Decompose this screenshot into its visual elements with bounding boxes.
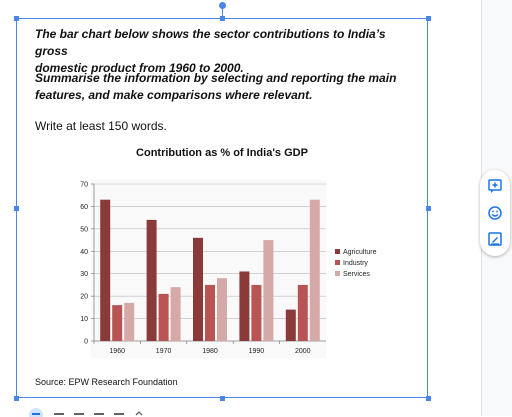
x-tick-label: 1990	[249, 348, 265, 355]
rotate-handle-stem	[222, 7, 223, 18]
task-line-1: The bar chart below shows the sector con…	[35, 27, 386, 58]
bar-industry-2000	[297, 284, 308, 341]
bar-services-1970	[170, 287, 181, 341]
resize-handle-bottom-left[interactable]	[14, 396, 19, 401]
bar-agriculture-1980	[193, 237, 203, 341]
inline-icon	[32, 413, 40, 415]
x-axis-tick-labels: 1960 1970 1980 1990 2000	[109, 348, 310, 355]
behind-text-icon[interactable]	[94, 413, 104, 415]
y-tick-label: 10	[80, 316, 88, 323]
x-tick-label: 1970	[156, 348, 172, 355]
bar-services-1980	[217, 278, 227, 341]
x-tick-label: 1980	[202, 348, 218, 355]
y-tick-label: 40	[80, 249, 88, 256]
y-tick-label: 0	[84, 339, 88, 346]
add-comment-icon[interactable]	[487, 178, 503, 194]
bar-industry-1960	[112, 305, 123, 341]
image-options-toolbar	[29, 408, 143, 417]
task-line-2: domestic product from 1960 to 2000.	[35, 61, 244, 75]
bar-agriculture-2000	[285, 309, 296, 341]
task-instructions: Summarise the information by selecting a…	[35, 70, 415, 104]
resize-handle-top-right[interactable]	[426, 16, 431, 21]
bar-industry-1990	[251, 284, 262, 341]
bar-services-1960	[124, 302, 135, 341]
chart-bars	[100, 199, 320, 341]
resize-handle-left[interactable]	[14, 206, 19, 211]
bar-industry-1970	[158, 293, 169, 341]
floating-side-toolbar	[480, 170, 510, 256]
legend-swatch	[335, 260, 340, 265]
resize-handle-right[interactable]	[426, 206, 431, 211]
y-tick-label: 20	[80, 294, 88, 301]
resize-handle-bottom-right[interactable]	[426, 396, 431, 401]
chart-title: Contribution as % of India's GDP	[136, 147, 308, 159]
chart-legend: Agriculture Industry Services	[335, 249, 377, 278]
instructions-line-1: Summarise the information by selecting a…	[35, 71, 397, 85]
legend-label: Industry	[343, 260, 368, 267]
bar-agriculture-1970	[146, 219, 157, 341]
resize-handle-top[interactable]	[220, 16, 225, 21]
legend-swatch	[335, 271, 340, 276]
bar-services-2000	[309, 199, 320, 341]
y-tick-label: 60	[80, 204, 88, 211]
more-options-icon[interactable]	[135, 411, 143, 416]
chart-source: Source: EPW Research Foundation	[35, 377, 178, 387]
rotate-handle[interactable]	[219, 2, 226, 9]
legend-label: Agriculture	[343, 249, 377, 256]
y-tick-label: 50	[80, 226, 88, 233]
x-tick-label: 2000	[295, 348, 311, 355]
y-tick-label: 70	[80, 182, 88, 189]
legend-label: Services	[343, 271, 370, 278]
word-count-requirement: Write at least 150 words.	[35, 119, 167, 133]
y-tick-label: 30	[80, 271, 88, 278]
in-front-of-text-icon[interactable]	[114, 413, 124, 415]
legend-swatch	[335, 249, 340, 254]
instructions-line-2: features, and make comparisons where rel…	[35, 88, 313, 102]
bar-agriculture-1990	[239, 271, 250, 341]
emoji-reaction-icon[interactable]	[487, 205, 503, 221]
resize-handle-bottom[interactable]	[220, 396, 225, 401]
break-text-icon[interactable]	[74, 413, 84, 415]
bar-industry-1980	[205, 284, 215, 341]
x-tick-label: 1960	[109, 348, 125, 355]
suggest-edit-icon[interactable]	[487, 231, 503, 247]
bar-services-1990	[263, 240, 274, 341]
resize-handle-top-left[interactable]	[14, 16, 19, 21]
bar-agriculture-1960	[100, 199, 111, 341]
y-axis-tick-labels: 0 10 20 30 40 50 60 70	[80, 182, 88, 346]
wrap-text-icon[interactable]	[54, 413, 64, 415]
task-description: The bar chart below shows the sector con…	[35, 26, 415, 77]
